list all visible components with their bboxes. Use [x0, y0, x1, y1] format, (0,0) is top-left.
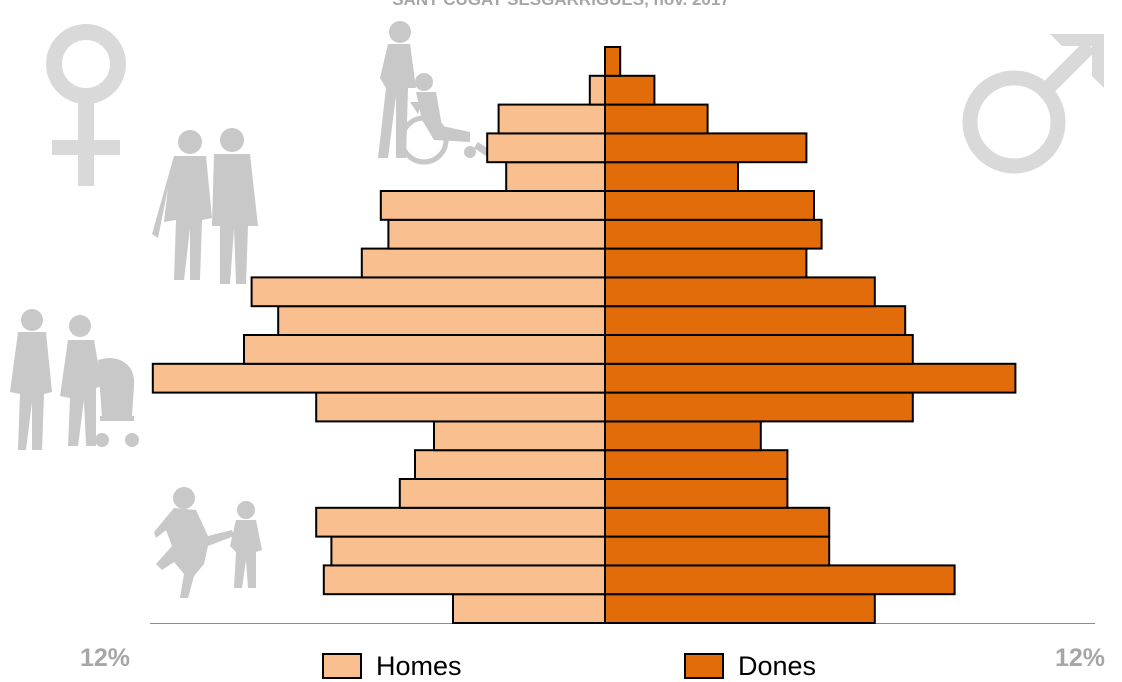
- legend-swatch-homes: [322, 653, 362, 679]
- male-symbol-icon: [962, 34, 1104, 174]
- bar-homes-15: [505, 161, 607, 192]
- bar-homes-16: [486, 132, 607, 164]
- bar-homes-17: [497, 103, 607, 135]
- bar-homes-11: [250, 276, 606, 308]
- legend-label-dones: Dones: [738, 651, 817, 681]
- female-symbol-icon: [46, 24, 126, 186]
- bar-dones-8: [604, 362, 1017, 394]
- family-with-stroller-icon: [10, 309, 139, 450]
- bar-homes-4: [398, 478, 606, 509]
- bar-homes-7: [315, 391, 606, 423]
- bar-dones-17: [604, 103, 709, 135]
- bar-homes-1: [322, 564, 606, 596]
- bar-homes-13: [387, 218, 606, 250]
- bar-dones-16: [604, 132, 808, 164]
- bar-dones-2: [604, 535, 831, 567]
- bar-homes-12: [360, 247, 606, 279]
- bar-dones-1: [604, 564, 956, 596]
- bar-dones-14: [604, 190, 815, 221]
- legend-swatch-dones: [684, 653, 724, 679]
- legend-label-homes: Homes: [376, 651, 462, 681]
- bar-dones-10: [604, 305, 907, 337]
- bar-homes-18: [588, 74, 606, 106]
- bar-homes-8: [151, 362, 607, 394]
- couple-icon: [152, 128, 258, 284]
- bar-homes-6: [433, 420, 606, 452]
- bar-dones-0: [604, 593, 876, 625]
- bar-dones-11: [604, 276, 876, 308]
- bar-homes-9: [243, 334, 606, 365]
- bar-homes-14: [379, 190, 606, 221]
- bar-dones-4: [604, 478, 789, 509]
- bar-dones-12: [604, 247, 808, 279]
- bar-dones-9: [604, 334, 914, 365]
- bar-homes-10: [277, 305, 606, 337]
- bar-dones-18: [604, 74, 656, 106]
- bar-dones-15: [604, 161, 739, 192]
- bar-homes-0: [452, 593, 606, 625]
- bar-dones-19: [604, 46, 622, 77]
- children-running-icon: [154, 487, 262, 598]
- bar-homes-5: [414, 449, 606, 481]
- bar-dones-7: [604, 391, 914, 423]
- bar-dones-13: [604, 218, 823, 250]
- axis-label-left: 12%: [80, 644, 131, 672]
- elderly-people-icon: [378, 21, 490, 165]
- bar-homes-2: [330, 535, 606, 567]
- bar-dones-3: [604, 506, 831, 538]
- bar-dones-6: [604, 420, 762, 452]
- bar-homes-3: [315, 506, 606, 538]
- axis-label-right: 12%: [1055, 644, 1106, 672]
- chart-title: SANT CUGAT SESGARRIGUES, nov. 2017: [0, 0, 1122, 10]
- bar-dones-5: [604, 449, 789, 481]
- legend-item-dones: Dones: [684, 651, 844, 682]
- legend-item-homes: Homes: [322, 651, 482, 682]
